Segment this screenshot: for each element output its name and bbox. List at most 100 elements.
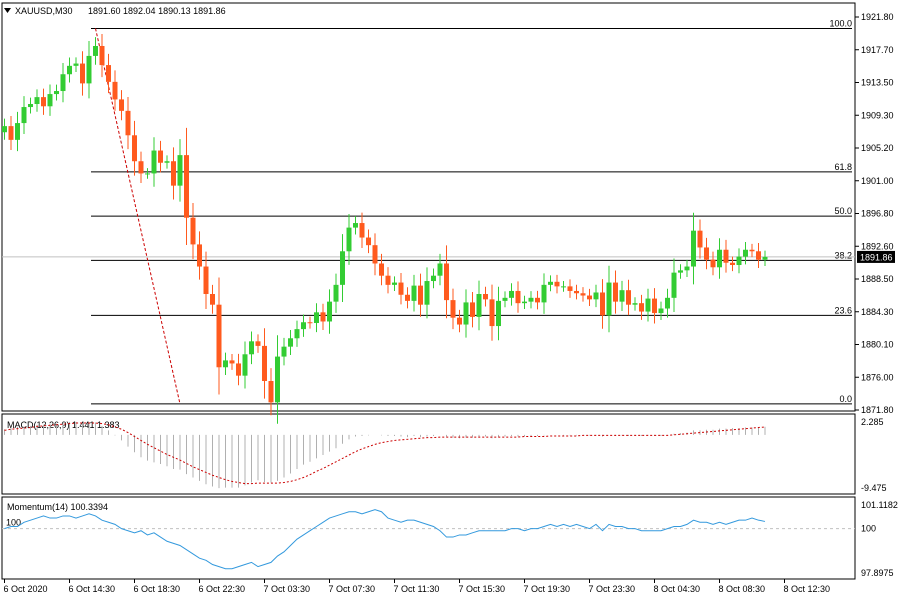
bear-candle xyxy=(483,294,488,300)
time-axis-label: 6 Oct 14:30 xyxy=(69,584,116,594)
bull-candle xyxy=(288,338,293,347)
bear-candle xyxy=(112,81,118,100)
bull-candle xyxy=(392,282,397,285)
bear-candle xyxy=(106,65,111,82)
bull-candle xyxy=(346,227,352,252)
price-axis-label: 1896.80 xyxy=(861,209,894,219)
bear-candle xyxy=(372,245,378,264)
bull-candle xyxy=(437,263,443,276)
bear-candle xyxy=(710,259,716,268)
bull-candle xyxy=(314,312,319,324)
price-axis-label: 1913.50 xyxy=(861,78,894,88)
bear-candle xyxy=(359,223,365,238)
time-axis-label: 7 Oct 15:30 xyxy=(459,584,506,594)
bear-candle xyxy=(125,110,131,136)
time-axis: 6 Oct 2020 6 Oct 14:30 6 Oct 18:30 6 Oct 22… xyxy=(4,579,831,594)
macd-pane: 2.285 -9.475 xyxy=(4,417,887,493)
bear-candle xyxy=(749,249,755,252)
bull-candle xyxy=(717,249,722,268)
fib-level-label: 100.0 xyxy=(829,18,852,28)
momentum-line xyxy=(4,509,766,570)
time-axis-label: 7 Oct 23:30 xyxy=(589,584,636,594)
bear-candle xyxy=(216,304,222,368)
momentum-title: Momentum(14) 100.3394 xyxy=(7,502,108,512)
fib-level-label: 0.0 xyxy=(839,394,852,404)
dropdown-arrow-icon[interactable] xyxy=(4,8,11,13)
time-axis-label: 7 Oct 11:30 xyxy=(394,584,440,594)
bull-candle xyxy=(333,284,339,302)
bear-candle xyxy=(203,266,209,295)
bull-candle xyxy=(340,251,345,285)
bull-candle xyxy=(73,63,79,66)
symbol-header: XAUUSD,M30 xyxy=(15,6,73,16)
bear-candle xyxy=(197,244,202,267)
bull-candle xyxy=(15,123,20,140)
bear-candle xyxy=(457,317,462,325)
bull-candle xyxy=(67,65,72,75)
bear-candle xyxy=(119,99,124,111)
bull-candle xyxy=(151,150,157,174)
fib-level-label: 38.2 xyxy=(834,250,852,260)
bull-candle xyxy=(145,173,150,175)
bull-candle xyxy=(476,294,482,317)
bear-candle xyxy=(450,300,456,318)
bull-candle xyxy=(47,94,53,107)
price-axis-label: 1905.20 xyxy=(861,143,894,153)
bear-candle xyxy=(704,247,709,260)
bull-candle xyxy=(54,91,59,95)
bull-candle xyxy=(658,308,664,314)
bull-candle xyxy=(665,297,670,309)
bull-candle xyxy=(645,298,651,312)
bull-candle xyxy=(353,223,358,228)
fib-level-label: 61.8 xyxy=(834,162,852,172)
price-axis-label: 1917.70 xyxy=(861,45,894,55)
price-axis-label: 1888.50 xyxy=(861,274,894,284)
bull-candle xyxy=(223,360,228,368)
bull-candle xyxy=(762,256,768,260)
bull-candle xyxy=(684,266,690,271)
bear-candle xyxy=(554,281,560,287)
bear-candle xyxy=(379,263,384,276)
momentum-axis-label: 101.1182 xyxy=(861,500,898,510)
price-axis-label: 1892.60 xyxy=(861,241,894,251)
bear-candle xyxy=(587,295,592,300)
bull-candle xyxy=(275,356,280,403)
bull-candle xyxy=(736,256,742,266)
bear-candle xyxy=(41,97,46,107)
momentum-pane: 100 101.1182 100 97.8975 xyxy=(2,500,898,578)
bull-candle xyxy=(249,341,254,355)
bull-candle xyxy=(496,300,501,327)
bear-candle xyxy=(262,345,267,382)
price-axis-label: 1880.10 xyxy=(861,340,894,350)
momentum-pane-border xyxy=(1,496,856,580)
bull-candle xyxy=(671,272,677,298)
time-axis-label: 7 Oct 19:30 xyxy=(524,584,571,594)
price-axis-label: 1876.00 xyxy=(861,372,894,382)
bear-candle xyxy=(600,292,605,316)
bear-candle xyxy=(229,360,235,364)
time-axis-label: 7 Oct 03:30 xyxy=(264,584,311,594)
bear-candle xyxy=(8,126,14,140)
bear-candle xyxy=(255,341,261,346)
bull-candle xyxy=(528,297,534,302)
bull-candle xyxy=(2,126,7,133)
bull-candle xyxy=(177,155,183,186)
bull-candle xyxy=(164,161,170,163)
bear-candle xyxy=(320,312,326,322)
macd-axis-label: -9.475 xyxy=(861,483,887,493)
time-axis-label: 8 Oct 08:30 xyxy=(719,584,766,594)
macd-axis-label: 2.285 xyxy=(861,417,884,427)
bear-candle xyxy=(567,286,573,291)
bear-candle xyxy=(535,297,540,303)
bull-candle xyxy=(541,284,547,303)
macd-pane-border xyxy=(1,413,856,495)
bear-candle xyxy=(574,290,579,294)
bull-candle xyxy=(411,285,417,301)
time-axis-label: 8 Oct 12:30 xyxy=(784,584,831,594)
bear-candle xyxy=(132,135,137,162)
bear-candle xyxy=(756,251,761,260)
price-axis-label: 1901.00 xyxy=(861,176,894,186)
time-axis-label: 8 Oct 04:30 xyxy=(654,584,701,594)
